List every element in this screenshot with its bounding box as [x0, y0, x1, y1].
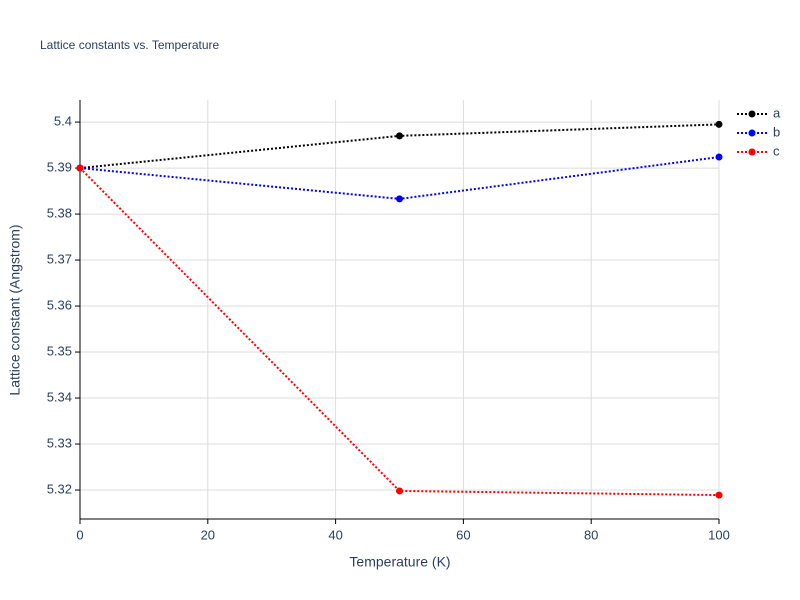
y-tick-label: 5.37	[47, 251, 72, 266]
point	[396, 487, 403, 495]
x-tick-label: 40	[328, 527, 342, 542]
y-tick-label: 5.34	[47, 389, 72, 404]
y-tick-label: 5.38	[47, 206, 72, 221]
legend-label: a	[773, 105, 781, 120]
x-tick-label: 0	[76, 527, 83, 542]
point	[396, 195, 403, 203]
y-tick-label: 5.33	[47, 435, 72, 450]
legend-marker	[748, 129, 756, 137]
y-tick-label: 5.36	[47, 297, 72, 312]
point	[76, 164, 84, 172]
point	[715, 491, 723, 499]
legend-label: b	[773, 124, 780, 139]
series-line	[79, 156, 720, 200]
x-tick-label: 20	[201, 527, 215, 542]
series-line	[79, 167, 720, 497]
x-tick-label: 80	[584, 527, 598, 542]
x-tick-label: 60	[456, 527, 470, 542]
x-axis-title: Temperature (K)	[349, 554, 450, 570]
point	[715, 120, 723, 128]
x-tick-label: 100	[708, 527, 730, 542]
series-line	[79, 123, 720, 170]
y-tick-label: 5.4	[54, 114, 72, 129]
chart-title: Lattice constants vs. Temperature	[40, 38, 220, 52]
legend-marker	[748, 110, 756, 118]
point	[396, 132, 403, 140]
y-tick-label: 5.39	[47, 160, 72, 175]
y-tick-label: 5.35	[47, 343, 72, 358]
point	[715, 153, 723, 161]
y-axis-title: Lattice constant (Angstrom)	[7, 224, 23, 395]
y-tick-label: 5.32	[47, 481, 72, 496]
legend-label: c	[773, 143, 780, 158]
legend-marker	[748, 148, 756, 156]
